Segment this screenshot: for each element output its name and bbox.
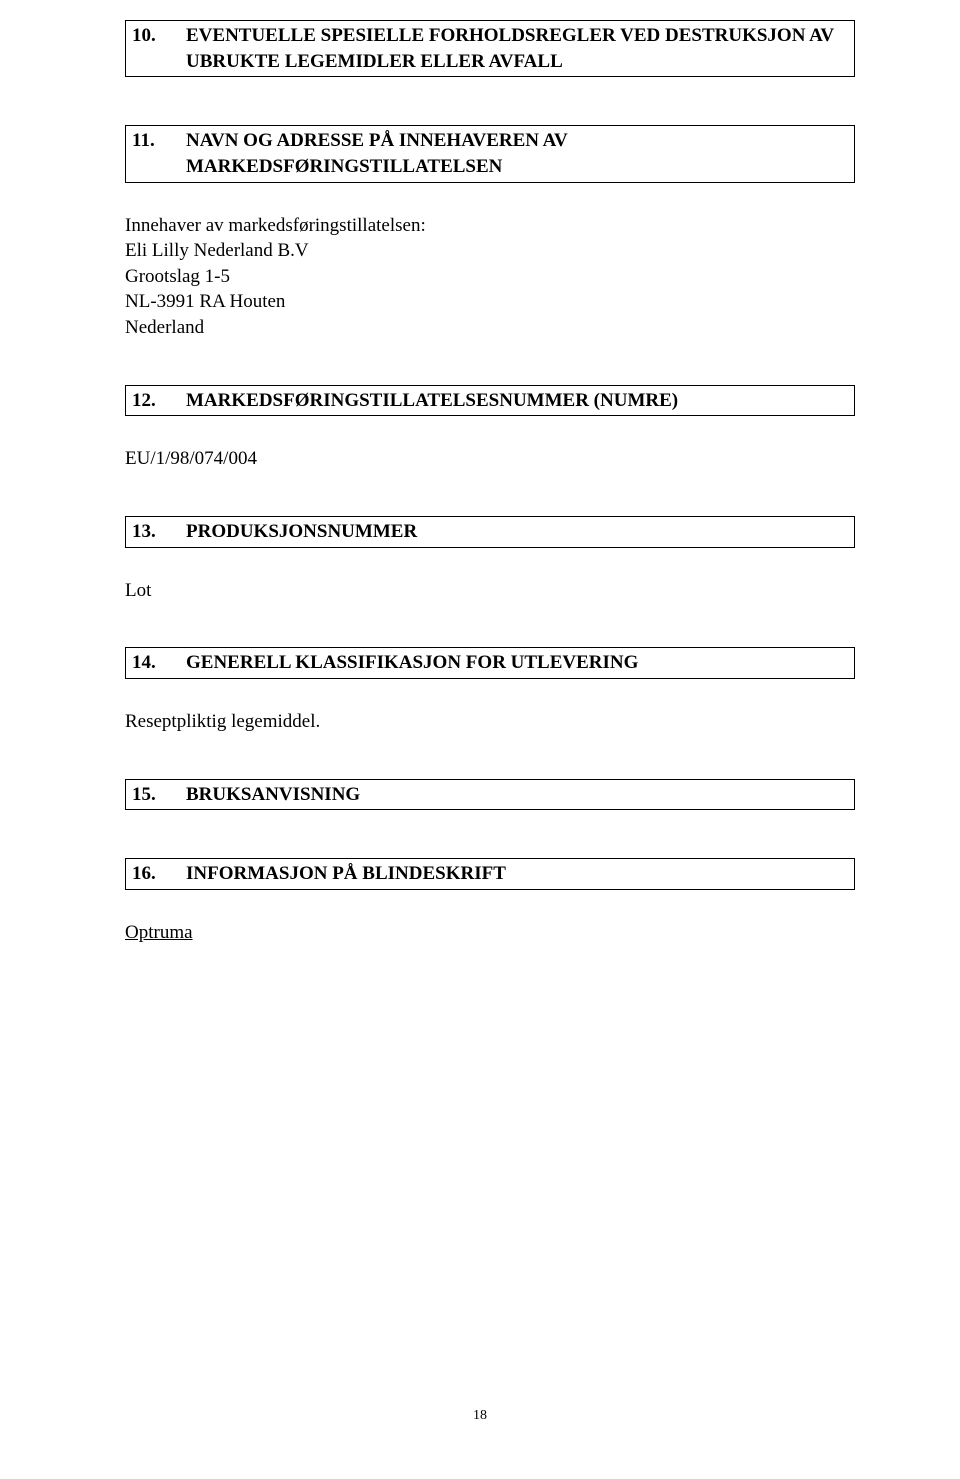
page-number: 18 <box>0 1408 960 1424</box>
section-12-title: MARKEDSFØRINGSTILLATELSESNUMMER (NUMRE) <box>186 388 848 414</box>
section-12-body: EU/1/98/074/004 <box>125 444 855 472</box>
section-11-body-line1: Innehaver av markedsføringstillatelsen: <box>125 213 855 239</box>
section-11-body-line3: Grootslag 1-5 <box>125 264 855 290</box>
section-11-header: 11. NAVN OG ADRESSE PÅ INNEHAVEREN AV MA… <box>125 125 855 182</box>
section-11-number: 11. <box>132 128 186 179</box>
section-12-number: 12. <box>132 388 186 414</box>
section-13-title: PRODUKSJONSNUMMER <box>186 519 848 545</box>
section-15-header: 15. BRUKSANVISNING <box>125 779 855 811</box>
section-11-body-line4: NL-3991 RA Houten <box>125 289 855 315</box>
section-15-number: 15. <box>132 782 186 808</box>
section-11-body-line2: Eli Lilly Nederland B.V <box>125 238 855 264</box>
section-12-header: 12. MARKEDSFØRINGSTILLATELSESNUMMER (NUM… <box>125 385 855 417</box>
page: 10. EVENTUELLE SPESIELLE FORHOLDSREGLER … <box>0 0 960 1479</box>
section-13-header: 13. PRODUKSJONSNUMMER <box>125 516 855 548</box>
section-13-number: 13. <box>132 519 186 545</box>
section-16-body: Optruma <box>125 918 855 946</box>
section-14-body: Reseptpliktig legemiddel. <box>125 707 855 735</box>
section-16-number: 16. <box>132 861 186 887</box>
section-15-title: BRUKSANVISNING <box>186 782 848 808</box>
section-10-header: 10. EVENTUELLE SPESIELLE FORHOLDSREGLER … <box>125 20 855 77</box>
section-10-title-line1: EVENTUELLE SPESIELLE FORHOLDSREGLER VED … <box>186 23 848 49</box>
section-11-body-line5: Nederland <box>125 315 855 341</box>
section-16-title: INFORMASJON PÅ BLINDESKRIFT <box>186 861 848 887</box>
section-14-number: 14. <box>132 650 186 676</box>
section-16-body-text: Optruma <box>125 922 193 943</box>
section-14-title: GENERELL KLASSIFIKASJON FOR UTLEVERING <box>186 650 848 676</box>
section-13-body: Lot <box>125 576 855 604</box>
section-10-title-line2: UBRUKTE LEGEMIDLER ELLER AVFALL <box>186 49 848 75</box>
section-10-number: 10. <box>132 23 186 49</box>
section-16-header: 16. INFORMASJON PÅ BLINDESKRIFT <box>125 858 855 890</box>
section-11-title: NAVN OG ADRESSE PÅ INNEHAVEREN AV MARKED… <box>186 128 848 179</box>
section-11-body: Innehaver av markedsføringstillatelsen: … <box>125 211 855 341</box>
section-14-header: 14. GENERELL KLASSIFIKASJON FOR UTLEVERI… <box>125 647 855 679</box>
